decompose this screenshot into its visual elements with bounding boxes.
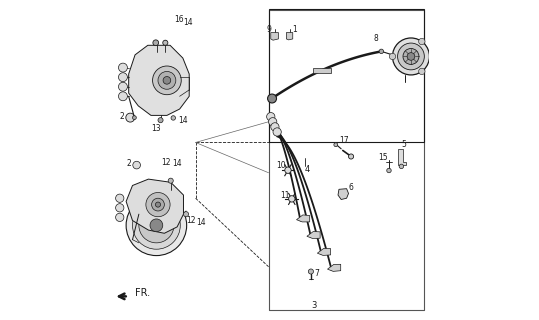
Circle shape bbox=[153, 40, 158, 46]
Circle shape bbox=[163, 40, 168, 45]
Circle shape bbox=[308, 269, 314, 274]
Circle shape bbox=[153, 66, 181, 95]
Circle shape bbox=[146, 193, 170, 217]
Circle shape bbox=[151, 198, 164, 211]
Polygon shape bbox=[317, 248, 330, 255]
Text: 3: 3 bbox=[312, 301, 317, 310]
Circle shape bbox=[419, 38, 425, 45]
Circle shape bbox=[268, 118, 277, 126]
Text: 8: 8 bbox=[374, 35, 378, 44]
Circle shape bbox=[133, 161, 141, 169]
Polygon shape bbox=[398, 149, 406, 165]
Circle shape bbox=[168, 178, 173, 183]
Polygon shape bbox=[286, 33, 293, 40]
Text: 14: 14 bbox=[178, 116, 188, 125]
Circle shape bbox=[158, 118, 163, 123]
Text: 2: 2 bbox=[120, 112, 125, 121]
Circle shape bbox=[115, 194, 124, 202]
Circle shape bbox=[115, 213, 124, 221]
Circle shape bbox=[133, 201, 180, 249]
Text: 17: 17 bbox=[340, 136, 349, 145]
Circle shape bbox=[119, 73, 127, 82]
Text: 7: 7 bbox=[314, 269, 319, 278]
Text: 9: 9 bbox=[266, 25, 271, 34]
Circle shape bbox=[407, 52, 415, 60]
Circle shape bbox=[139, 208, 174, 243]
Circle shape bbox=[158, 71, 176, 89]
Text: 5: 5 bbox=[401, 140, 406, 148]
Circle shape bbox=[119, 92, 127, 101]
Circle shape bbox=[288, 196, 295, 202]
Circle shape bbox=[267, 113, 275, 121]
Text: 16: 16 bbox=[174, 15, 183, 24]
Text: 11: 11 bbox=[280, 190, 289, 200]
Bar bbox=[268, 10, 424, 310]
Text: 1: 1 bbox=[293, 25, 298, 34]
Circle shape bbox=[271, 123, 279, 131]
Text: FR.: FR. bbox=[135, 288, 150, 298]
Circle shape bbox=[399, 164, 404, 169]
Circle shape bbox=[126, 195, 186, 256]
Circle shape bbox=[115, 204, 124, 212]
Circle shape bbox=[387, 168, 391, 173]
Text: 10: 10 bbox=[276, 161, 286, 170]
Circle shape bbox=[150, 219, 163, 232]
Circle shape bbox=[133, 116, 136, 120]
Circle shape bbox=[389, 53, 396, 60]
Text: 14: 14 bbox=[172, 159, 182, 168]
Text: 15: 15 bbox=[378, 153, 388, 162]
Circle shape bbox=[349, 154, 354, 159]
Circle shape bbox=[126, 113, 135, 122]
Circle shape bbox=[273, 128, 281, 136]
Circle shape bbox=[379, 49, 384, 53]
Text: 14: 14 bbox=[183, 19, 193, 28]
Bar bbox=[313, 68, 330, 73]
Text: 12: 12 bbox=[186, 216, 195, 225]
Circle shape bbox=[171, 116, 176, 120]
Circle shape bbox=[398, 43, 424, 70]
Polygon shape bbox=[271, 33, 279, 40]
Circle shape bbox=[155, 202, 161, 207]
Polygon shape bbox=[338, 189, 349, 199]
Text: 4: 4 bbox=[305, 165, 310, 174]
Polygon shape bbox=[129, 45, 189, 116]
Text: 14: 14 bbox=[196, 218, 206, 227]
Polygon shape bbox=[307, 231, 320, 238]
Text: 13: 13 bbox=[151, 124, 161, 132]
Text: 6: 6 bbox=[348, 183, 353, 192]
Circle shape bbox=[267, 94, 277, 103]
Text: 12: 12 bbox=[161, 158, 171, 167]
Circle shape bbox=[285, 167, 291, 173]
Circle shape bbox=[163, 76, 171, 84]
Circle shape bbox=[419, 68, 425, 75]
Circle shape bbox=[119, 63, 127, 72]
Bar bbox=[268, 9, 424, 142]
Circle shape bbox=[392, 38, 430, 75]
Circle shape bbox=[183, 212, 189, 217]
Polygon shape bbox=[126, 179, 183, 233]
Circle shape bbox=[334, 143, 337, 147]
Polygon shape bbox=[328, 264, 341, 271]
Polygon shape bbox=[296, 215, 310, 222]
Circle shape bbox=[119, 82, 127, 91]
Circle shape bbox=[403, 49, 419, 64]
Text: 2: 2 bbox=[126, 159, 131, 168]
